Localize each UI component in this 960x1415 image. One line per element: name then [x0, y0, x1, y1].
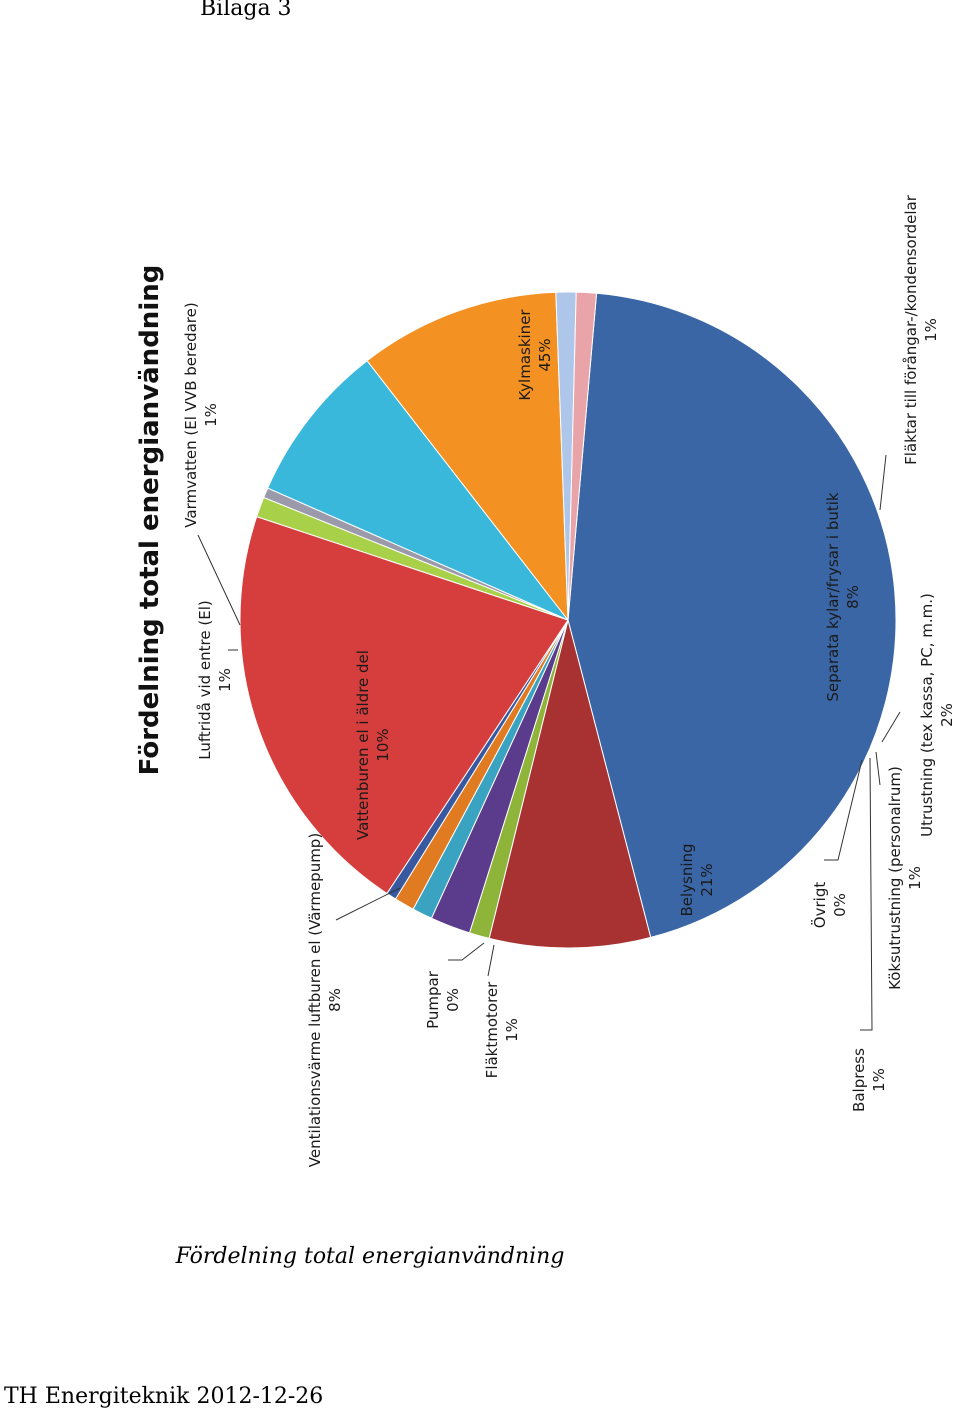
label-belysning: Belysning 21% — [678, 843, 716, 916]
figure-caption: Fördelning total energianvändning — [175, 1244, 565, 1269]
leader-fl-ktmotorer — [487, 944, 495, 977]
slice-separata-kylar-frysar-i-butik — [488, 619, 652, 949]
appendix-label: Bilaga 3 — [200, 0, 292, 21]
chart-title-group: Fördelning total energianvändning — [135, 265, 165, 776]
leader-k-ksutrustning-personalrum — [875, 751, 881, 786]
leader-varmvatten-el-vvb-beredare — [197, 534, 241, 626]
label-kylmaskiner: Kylmaskiner 45% — [516, 309, 554, 401]
label-utrustning-tex-kassa-pc-m-m: Utrustning (tex kassa, PC, m.m.) 2% — [918, 593, 956, 837]
label-pumpar: Pumpar 0% — [424, 970, 462, 1029]
page-footer: TH Energiteknik 2012-12-26 — [4, 1384, 324, 1409]
slice-kylmaskiner — [567, 292, 897, 939]
pie-chart: Kylmaskiner 45% Separata kylar/frysar i bu… — [135, 194, 956, 1167]
slice-vattenburen-el-i-ldre-del — [366, 291, 569, 622]
pie-slices — [239, 291, 897, 949]
label-luftrid-vid-entre-el: Luftridå vid entre (El) 1% — [196, 600, 234, 759]
label-varmvatten-el-vvb-beredare: Varmvatten (El VVB beredare) 1% — [182, 302, 220, 527]
slice-belysning — [239, 516, 569, 895]
label-fl-ktmotorer: Fläktmotorer 1% — [483, 981, 521, 1078]
leader-utrustning-tex-kassa-pc-m-m — [881, 711, 901, 743]
leader-pumpar — [448, 942, 485, 961]
label-balpress: Balpress 1% — [850, 1048, 888, 1112]
slice-ventilationsv-rme-luftburen-el-v-rmepump — [267, 360, 569, 621]
leader-lines — [197, 454, 901, 1031]
leader-vrigt — [824, 759, 863, 861]
label-vattenburen-el-i-ldre-del: Vattenburen el i äldre del 10% — [354, 650, 392, 840]
label-separata-kylar-frysar-i-butik: Separata kylar/frysar i butik 8% — [824, 492, 862, 702]
leader-balpress — [860, 757, 873, 1031]
label-ventilationsv-rme-luftburen-el-v-rmepump: Ventilationsvärme luftburen el (Värmepum… — [306, 833, 344, 1167]
label-k-ksutrustning-personalrum: Köksutrustning (personalrum) 1% — [886, 766, 924, 990]
label-fl-ktar-till-f-r-ngar-kondensordelar: Fläktar till förångar-/kondensordelar 1% — [902, 194, 940, 465]
leader-fl-ktar-till-f-r-ngar-kondensordelar — [879, 454, 887, 511]
slice-labels: Kylmaskiner 45% Separata kylar/frysar i bu… — [182, 194, 956, 1167]
slice-varmvatten-el-vvb-beredare — [567, 291, 598, 621]
label-vrigt: Övrigt 0% — [810, 882, 849, 929]
chart-title: Fördelning total energianvändning — [135, 265, 165, 776]
leader-ventilationsv-rme-luftburen-el-v-rmepump — [335, 887, 401, 921]
